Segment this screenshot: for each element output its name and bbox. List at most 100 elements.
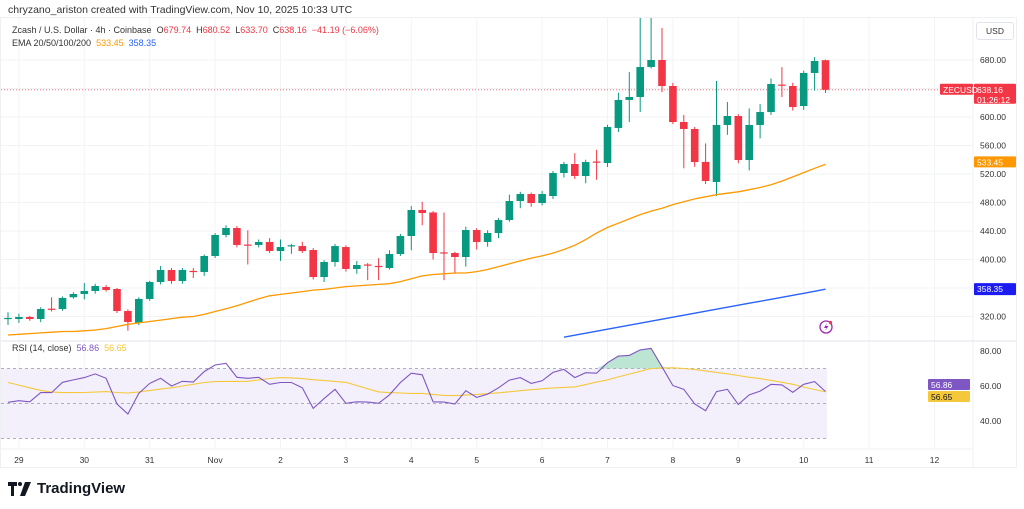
candle xyxy=(331,243,339,267)
candle-body xyxy=(647,60,655,67)
rsi-ma-tag: 56.65 xyxy=(928,391,970,402)
candle-body xyxy=(549,173,557,197)
candle xyxy=(451,251,459,274)
candle xyxy=(374,258,383,281)
price-axis-label: 520.00 xyxy=(980,169,1006,179)
candle xyxy=(254,239,263,248)
candle-body xyxy=(353,264,361,269)
candle-body xyxy=(494,220,503,233)
candle xyxy=(363,263,372,281)
candle-body xyxy=(254,241,263,245)
candle xyxy=(47,297,56,312)
rsi-tag: 56.86 xyxy=(928,379,970,390)
candle xyxy=(309,248,317,280)
lightning-icon-ring xyxy=(819,320,833,334)
candle-body xyxy=(462,230,470,258)
candle xyxy=(178,268,187,284)
time-axis-label: 11 xyxy=(865,455,874,465)
candle-body xyxy=(331,246,339,262)
candle xyxy=(222,225,230,238)
candle-body xyxy=(80,290,89,294)
candle-body xyxy=(810,60,819,73)
ema-b-value: 358.35 xyxy=(128,38,157,48)
candle-body xyxy=(156,269,165,283)
candle xyxy=(211,233,219,259)
rsi-legend[interactable]: RSI (14, close) 56.86 56.65 xyxy=(12,343,127,353)
rsi-tag-bg xyxy=(928,379,970,390)
candle-body xyxy=(723,116,732,125)
candle xyxy=(778,67,786,98)
candle xyxy=(821,59,830,93)
candle xyxy=(516,191,525,209)
price-axis-label: 600.00 xyxy=(980,112,1006,122)
time-axis-label: 8 xyxy=(671,455,676,465)
candle-body xyxy=(58,297,67,310)
candle xyxy=(407,206,416,251)
candle xyxy=(549,171,557,199)
rsi-axis-label: 80.00 xyxy=(980,346,1002,356)
candle xyxy=(156,265,165,285)
ema-b-tag-text: 358.35 xyxy=(977,284,1003,294)
candle-body xyxy=(789,86,797,108)
candle-body xyxy=(560,164,568,174)
candle xyxy=(429,211,437,260)
candle xyxy=(4,312,12,326)
candle-body xyxy=(625,96,634,100)
candle xyxy=(581,159,590,184)
candle-body xyxy=(658,60,666,87)
symbol-title[interactable]: Zcash / U.S. Dollar · 4h · Coinbase xyxy=(12,25,152,35)
candle xyxy=(494,218,503,239)
candle xyxy=(472,228,481,250)
rsi-axis-label: 60.00 xyxy=(980,381,1002,391)
time-axis-label: 10 xyxy=(799,455,809,465)
candle-body xyxy=(211,234,219,257)
candle xyxy=(723,102,732,135)
brand-name: TradingView xyxy=(37,480,126,497)
candle-body xyxy=(418,209,426,213)
rsi-value: 56.86 xyxy=(76,343,100,353)
indicator-lines xyxy=(7,163,826,415)
chart-frame xyxy=(0,17,1017,468)
candle-body xyxy=(113,288,121,312)
close-label: C xyxy=(272,25,280,35)
candle-body xyxy=(745,124,753,161)
time-axis-label: 31 xyxy=(145,455,155,465)
tradingview-logo[interactable]: TradingView xyxy=(8,480,125,497)
time-axis-label: 2 xyxy=(278,455,283,465)
candle xyxy=(462,226,470,267)
attribution-text: chryzano_ariston created with TradingVie… xyxy=(8,4,353,16)
candle xyxy=(527,192,535,207)
candle xyxy=(603,124,612,167)
candle-body xyxy=(505,201,514,221)
rsi-axis-label: 40.00 xyxy=(980,416,1002,426)
candle-body xyxy=(200,256,208,272)
candle xyxy=(265,238,274,254)
candle xyxy=(560,161,568,178)
candle xyxy=(26,315,34,321)
candle xyxy=(734,114,743,164)
candle xyxy=(124,309,132,331)
candle xyxy=(789,82,797,111)
candle xyxy=(80,283,89,300)
low-label: L xyxy=(235,25,241,35)
candle-body xyxy=(287,245,296,247)
candle-body xyxy=(440,252,448,254)
candle xyxy=(505,194,514,222)
candle-body xyxy=(472,230,481,242)
time-axis-label: 30 xyxy=(80,455,90,465)
ema-a-value: 533.45 xyxy=(96,38,124,48)
ema-legend[interactable]: EMA 20/50/100/200 533.45 358.35 xyxy=(12,37,379,50)
candle xyxy=(385,250,394,270)
candle xyxy=(669,82,677,125)
candle-body xyxy=(527,194,535,203)
candle-body xyxy=(690,128,699,163)
candle-body xyxy=(669,86,677,122)
lightning-icon[interactable] xyxy=(819,320,833,334)
candle-body xyxy=(276,247,285,252)
rsi-ma-tag-text: 56.65 xyxy=(931,392,953,402)
rsi-ma-line xyxy=(7,367,826,397)
candle-body xyxy=(69,293,78,298)
currency-button[interactable]: USD xyxy=(976,22,1014,40)
